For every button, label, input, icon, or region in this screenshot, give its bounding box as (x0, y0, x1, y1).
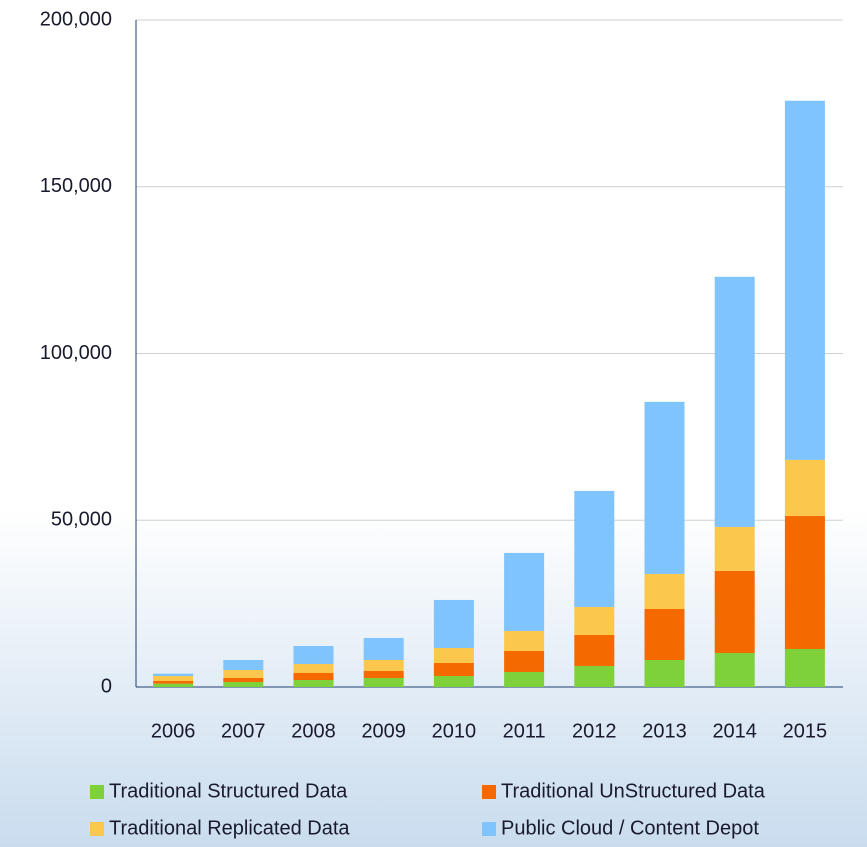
y-tick-label: 150,000 (40, 175, 112, 197)
x-tick-label: 2006 (151, 720, 196, 742)
bar-segment (153, 673, 194, 676)
x-tick-label: 2013 (642, 720, 687, 742)
bar-segment (293, 672, 334, 680)
bar-segment (714, 652, 755, 687)
bar-segment (433, 675, 474, 687)
x-tick-label: 2009 (361, 720, 406, 742)
bar-segment (784, 459, 825, 516)
bar-segment (504, 630, 545, 651)
legend-label: Public Cloud / Content Depot (501, 817, 759, 839)
x-tick-label: 2011 (503, 720, 546, 742)
x-tick-label: 2015 (783, 720, 828, 742)
bar-segment (574, 634, 615, 666)
bar-segment (223, 681, 264, 687)
bar-segment (153, 675, 194, 681)
bar-segment (223, 677, 264, 682)
legend-label: Traditional Replicated Data (109, 817, 350, 839)
bar-segment (504, 552, 545, 631)
y-tick-label: 50,000 (51, 509, 112, 531)
legend-label: Traditional Structured Data (109, 780, 348, 802)
bar-segment (153, 683, 194, 687)
bar-segment (714, 276, 755, 527)
bar-segment (223, 659, 264, 670)
bar-segment (574, 490, 615, 607)
bar-segment (574, 665, 615, 687)
legend-label: Traditional UnStructured Data (501, 780, 766, 802)
bar-segment (433, 647, 474, 663)
y-tick-label: 100,000 (40, 342, 112, 364)
bar-segment (504, 671, 545, 687)
bar-segment (644, 659, 685, 687)
x-tick-label: 2007 (221, 720, 266, 742)
y-tick-label: 0 (101, 675, 112, 697)
bar-segment (433, 662, 474, 676)
bar-segment (644, 401, 685, 574)
bar-segment (504, 650, 545, 672)
bar-segment (574, 606, 615, 635)
x-tick-label: 2012 (572, 720, 617, 742)
bar-segment (784, 648, 825, 687)
bar-segment (433, 599, 474, 648)
bar-segment (644, 573, 685, 609)
bar-segment (293, 663, 334, 673)
bar-segment (363, 637, 404, 660)
bar-segment (784, 100, 825, 460)
bar-segment (714, 526, 755, 571)
bar-segment (363, 677, 404, 687)
x-tick-label: 2008 (291, 720, 336, 742)
legend-swatch (90, 785, 104, 799)
bar-segment (153, 680, 194, 684)
bar-segment (644, 608, 685, 660)
bar-segment (363, 670, 404, 678)
bar-segment (293, 679, 334, 687)
legend-swatch (90, 822, 104, 836)
y-tick-label: 200,000 (40, 8, 112, 30)
bar-segment (293, 645, 334, 664)
bar-segment (714, 570, 755, 653)
x-tick-label: 2010 (432, 720, 477, 742)
bar-segment (223, 669, 264, 678)
bar-segment (363, 659, 404, 671)
x-tick-label: 2014 (712, 720, 757, 742)
legend-swatch (482, 822, 496, 836)
bar-segment (784, 515, 825, 649)
legend-swatch (482, 785, 496, 799)
